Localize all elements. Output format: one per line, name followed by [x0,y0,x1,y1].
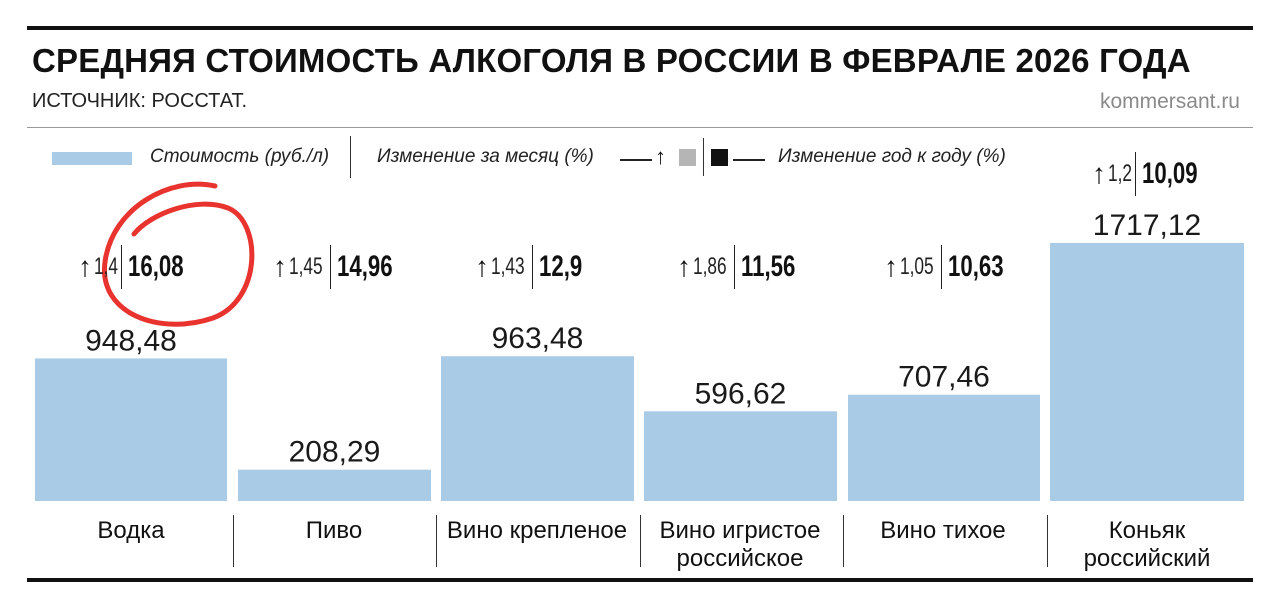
annotation-separator [733,245,735,289]
up-arrow-icon: ↑ [475,251,489,282]
annotation-separator [329,245,331,289]
month-change-value: 1,86 [693,253,727,280]
category-label-line: Коньяк [1108,517,1186,544]
annotation-separator [121,245,123,289]
category-label-vodka: Водка [97,517,165,544]
category-label-sparkling-wine: Вино игристое российское [643,517,837,573]
up-arrow-icon: ↑ [884,251,898,282]
highlight-circle-icon [102,181,255,327]
month-change-value: 1,4 [94,253,119,280]
bar-value-label: 596,62 [695,377,787,410]
category-label-line: российское [676,545,804,572]
legend-year-label: Изменение год к году (%) [778,146,1006,167]
month-change-value: 1,45 [289,253,323,280]
category-separator [436,515,437,567]
legend-month-swatch [679,149,696,166]
year-change-value: 10,63 [947,250,1004,283]
annotation-separator [1135,152,1137,196]
bar-value-label: 963,48 [492,322,584,355]
month-change-value: 1,2 [1108,160,1133,187]
bar-2 [441,356,634,501]
category-label-line: российский [1083,545,1211,572]
annotation-vodka: ↑ 1,4 16,08 [78,245,203,289]
year-change-value: 16,08 [128,250,184,283]
annotation-cognac: ↑ 1,2 10,09 [1092,152,1217,196]
annotation-separator [531,245,533,289]
category-separator [640,515,641,567]
top-rule [27,26,1253,30]
chart-title: СРЕДНЯЯ СТОИМОСТЬ АЛКОГОЛЯ В РОССИИ В ФЕ… [32,42,1191,79]
year-change-value: 12,9 [538,250,582,283]
annotation-fortified-wine: ↑ 1,43 12,9 [475,245,597,289]
legend-month-dash [620,159,652,161]
legend-month-label: Изменение за месяц (%) [377,146,594,167]
annotation-beer: ↑ 1,45 14,96 [273,245,412,289]
bar-1 [238,469,431,501]
legend-cost-label: Стоимость (руб./л) [150,146,330,167]
year-change-value: 10,09 [1142,157,1198,190]
category-label-line: Вино игристое [659,517,821,544]
category-label-beer: Пиво [305,517,363,544]
category-label-fortified-wine: Вино крепленое [446,517,628,544]
legend-year-swatch [711,149,728,166]
bar-5 [1050,242,1244,501]
month-change-value: 1,05 [900,253,934,280]
bar-3 [644,411,837,501]
legend-swatch-separator [703,138,704,176]
category-label-still-wine: Вино тихое [880,517,1006,544]
up-arrow-icon: ↑ [677,251,691,282]
category-separator [233,515,234,567]
annotation-still-wine: ↑ 1,05 10,63 [884,245,1023,289]
category-separator [1047,515,1048,567]
annotation-sparkling-wine: ↑ 1,86 11,56 [677,245,814,289]
bar-value-label: 208,29 [289,436,381,469]
bar-value-label: 1717,12 [1093,209,1201,242]
year-change-value: 11,56 [740,250,796,283]
up-arrow-icon: ↑ [273,251,287,282]
site-credit: kommersant.ru [1099,90,1240,113]
bar-4 [848,394,1040,501]
up-arrow-icon: ↑ [1092,158,1106,189]
bar-value-label: 707,46 [898,361,990,394]
year-change-value: 14,96 [336,250,393,283]
legend-year-dash [733,159,765,161]
category-label-cognac: Коньяк российский [1050,517,1244,573]
legend-separator [350,136,351,178]
month-change-value: 1,43 [491,253,525,280]
legend-cost-swatch [52,152,132,165]
annotation-separator [940,245,942,289]
category-separator [843,515,844,567]
bar-0 [35,358,227,501]
header-divider [27,127,1253,128]
bottom-rule [27,578,1253,582]
bar-value-label: 948,48 [85,324,177,357]
source-text: ИСТОЧНИК: РОССТАТ. [32,90,248,112]
up-arrow-icon: ↑ [655,144,666,169]
up-arrow-icon: ↑ [78,251,92,282]
